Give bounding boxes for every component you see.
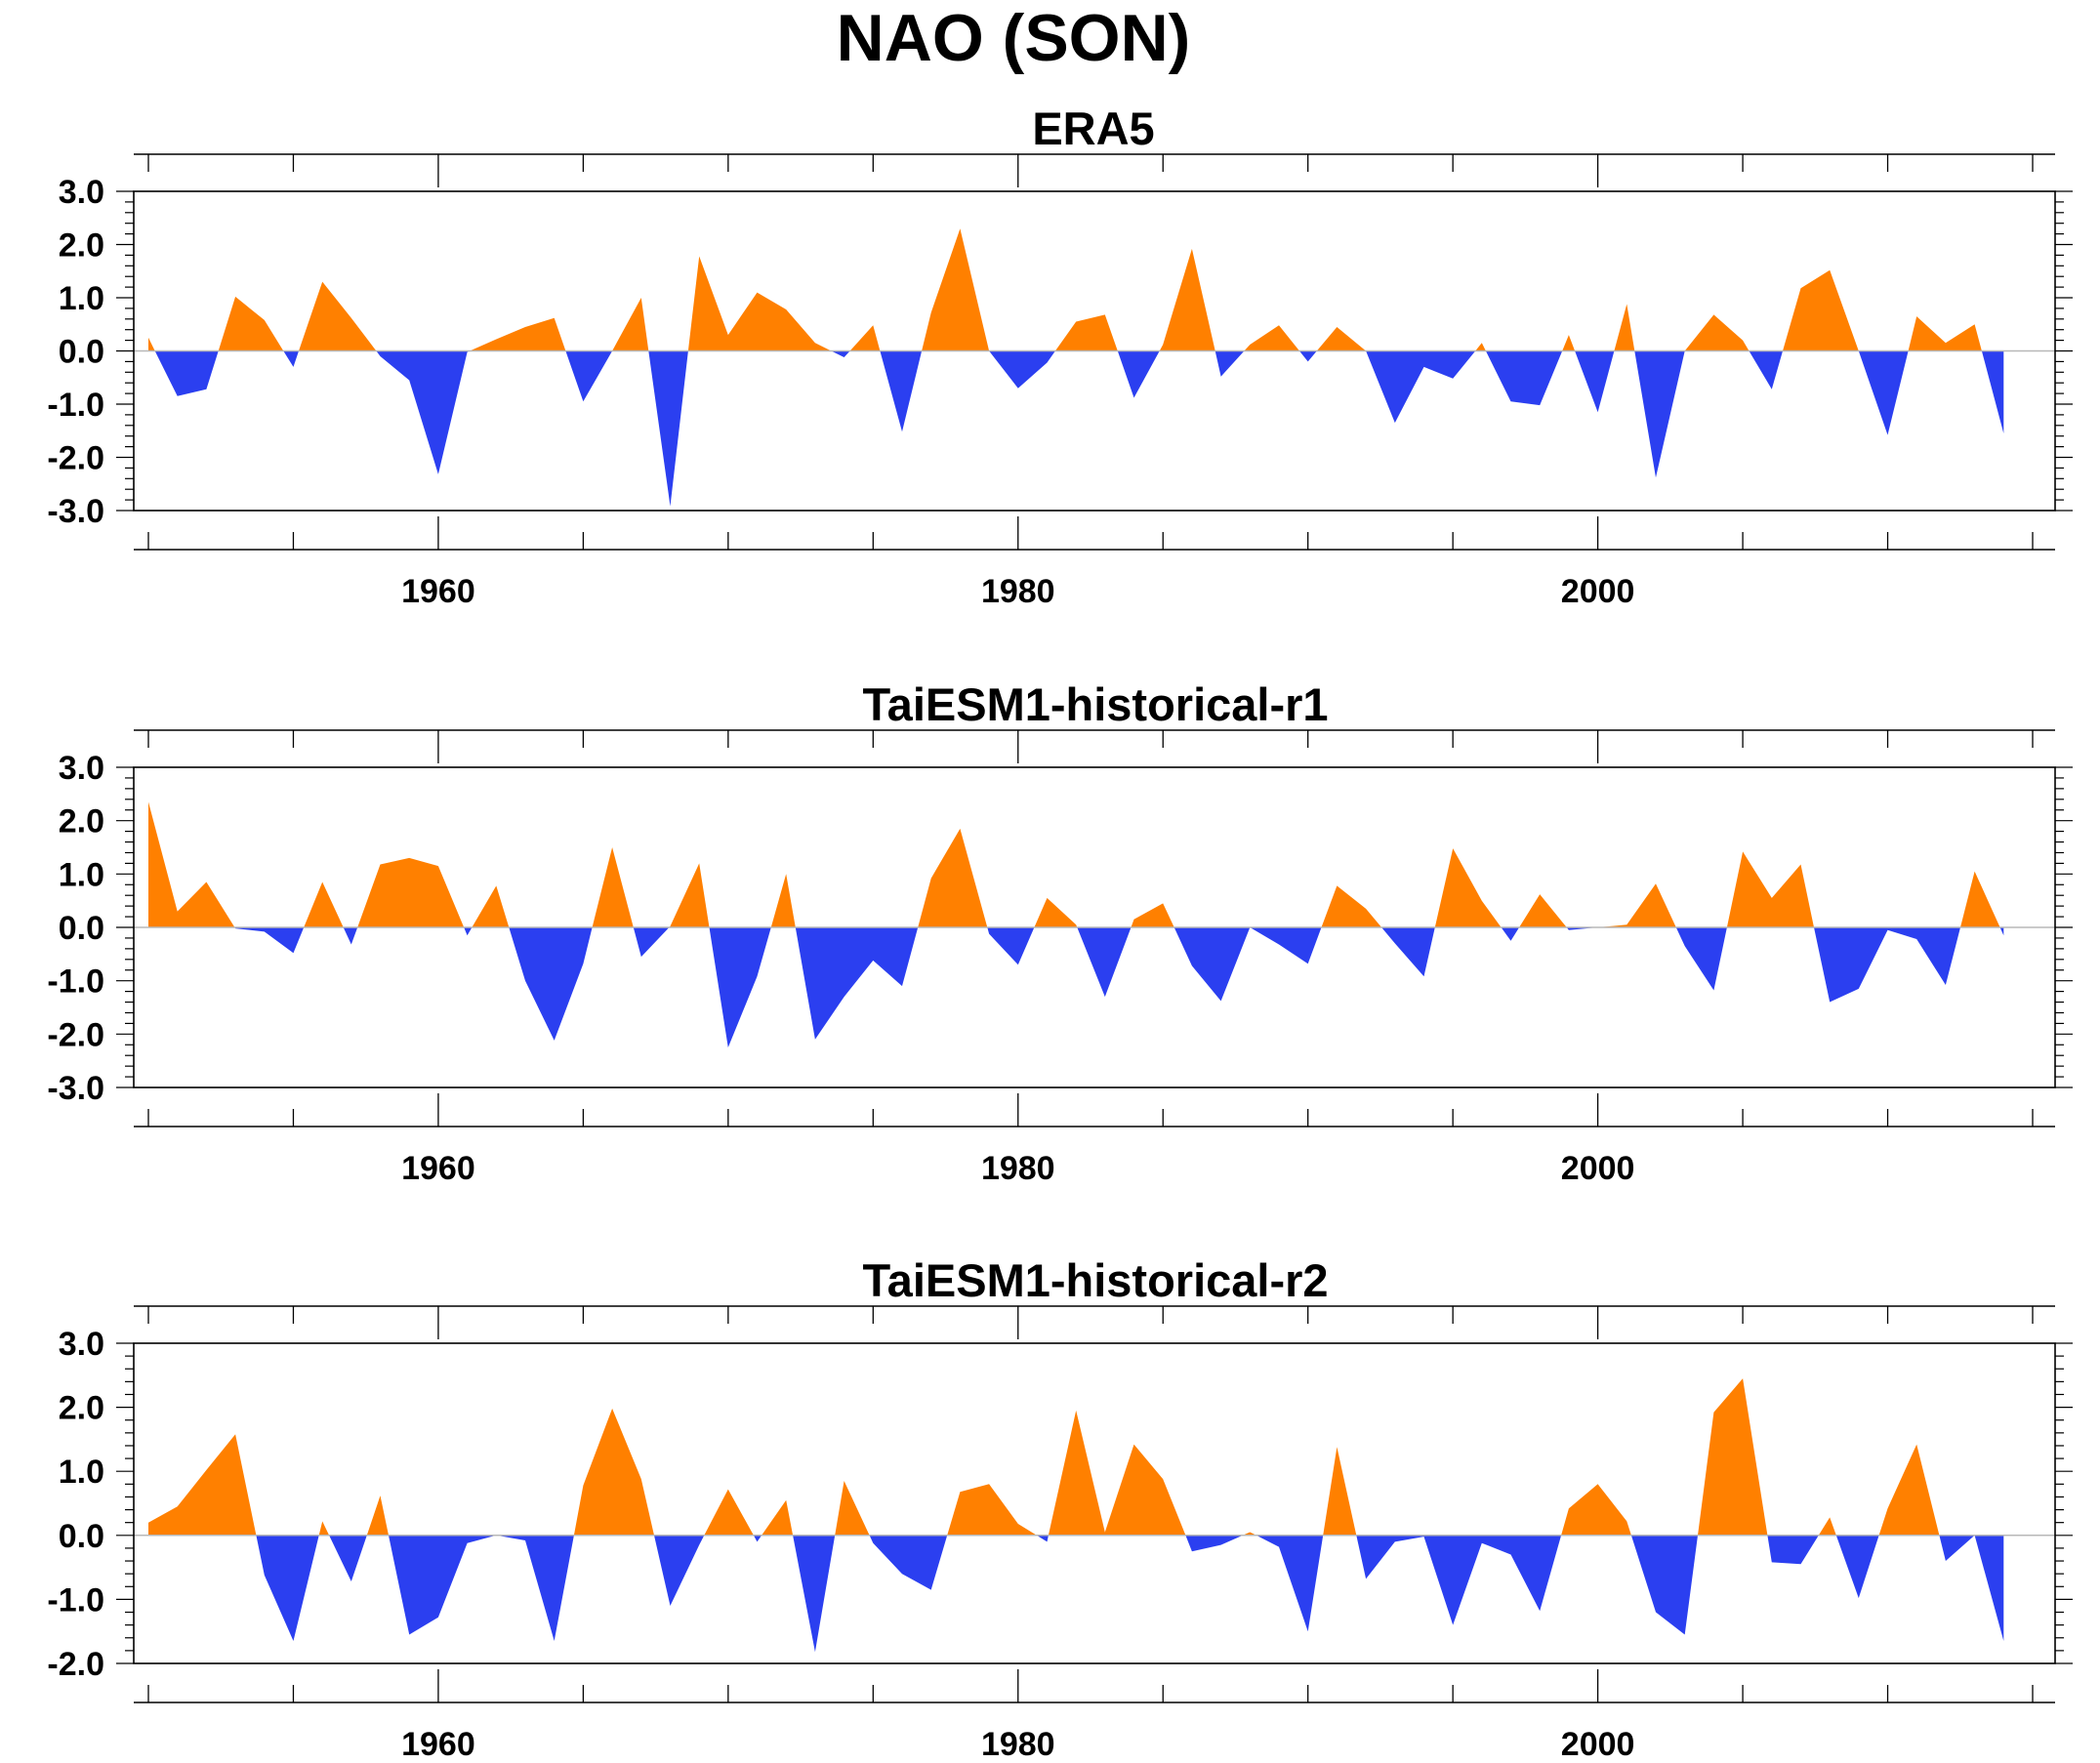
r1-panel-title: TaiESM1-historical-r1 bbox=[862, 678, 1328, 730]
x-tick-label: 1980 bbox=[981, 1150, 1055, 1187]
y-tick-label: -2.0 bbox=[47, 1016, 104, 1053]
plot-frame bbox=[133, 1342, 2056, 1664]
era5-panel: ERA5 1960 1980 2000 3.0 2.0 1.0 0.0 -1.0 -2.0 -3.… bbox=[47, 102, 2073, 610]
x-tick-label: 1960 bbox=[401, 1150, 475, 1187]
y-tick-label: 3.0 bbox=[59, 1326, 104, 1363]
y-tick-label: -2.0 bbox=[47, 440, 104, 477]
y-tick-label: 2.0 bbox=[59, 1390, 104, 1427]
y-tick-label: 2.0 bbox=[59, 803, 104, 840]
y-tick-label: 2.0 bbox=[59, 227, 104, 265]
y-tick-label: 1.0 bbox=[59, 1454, 104, 1491]
y-tick-label: 3.0 bbox=[59, 174, 104, 211]
y-tick-label: 0.0 bbox=[59, 1518, 104, 1555]
y-tick-label: -3.0 bbox=[47, 493, 104, 530]
r2-panel-title: TaiESM1-historical-r2 bbox=[862, 1254, 1328, 1306]
r1-panel: TaiESM1-historical-r1 1960 1980 2000 3.0 2.0… bbox=[47, 678, 2073, 1187]
y-tick-label: 0.0 bbox=[59, 910, 104, 947]
era5-chart-layer: 1960 1980 2000 3.0 2.0 1.0 0.0 -1.0 -2.0 -3.0 bbox=[47, 153, 2073, 610]
negative-anomaly-area bbox=[148, 1535, 2004, 1653]
negative-anomaly-area bbox=[148, 927, 2004, 1047]
x-tick-label: 1960 bbox=[401, 1726, 475, 1763]
x-tick-label: 1980 bbox=[981, 573, 1055, 610]
r1-chart-layer: 1960 1980 2000 3.0 2.0 1.0 0.0 -1.0 -2.0 -3.0 bbox=[47, 729, 2073, 1187]
positive-anomaly-area bbox=[148, 1378, 2004, 1536]
positive-anomaly-area bbox=[148, 801, 2004, 927]
x-tick-label: 2000 bbox=[1561, 1726, 1635, 1763]
x-tick-label: 1960 bbox=[401, 573, 475, 610]
negative-anomaly-area bbox=[148, 350, 2004, 507]
y-tick-label: -2.0 bbox=[47, 1646, 104, 1683]
x-tick-label: 2000 bbox=[1561, 1150, 1635, 1187]
y-tick-label: -1.0 bbox=[47, 964, 104, 1001]
figure-title: NAO (SON) bbox=[837, 1, 1191, 75]
y-tick-label: -1.0 bbox=[47, 387, 104, 424]
y-tick-label: 0.0 bbox=[59, 334, 104, 371]
r2-panel: TaiESM1-historical-r2 1960 1980 2000 3.0 2.0… bbox=[47, 1254, 2073, 1763]
x-tick-label: 1980 bbox=[981, 1726, 1055, 1763]
r2-chart-layer: 1960 1980 2000 3.0 2.0 1.0 0.0 -1.0 -2.0 bbox=[47, 1305, 2073, 1763]
era5-panel-title: ERA5 bbox=[1032, 102, 1154, 154]
x-tick-label: 2000 bbox=[1561, 573, 1635, 610]
y-tick-label: 1.0 bbox=[59, 280, 104, 317]
y-tick-label: 3.0 bbox=[59, 750, 104, 787]
y-tick-label: -3.0 bbox=[47, 1070, 104, 1107]
y-tick-label: 1.0 bbox=[59, 856, 104, 893]
positive-anomaly-area bbox=[148, 228, 2004, 351]
y-tick-label: -1.0 bbox=[47, 1581, 104, 1619]
